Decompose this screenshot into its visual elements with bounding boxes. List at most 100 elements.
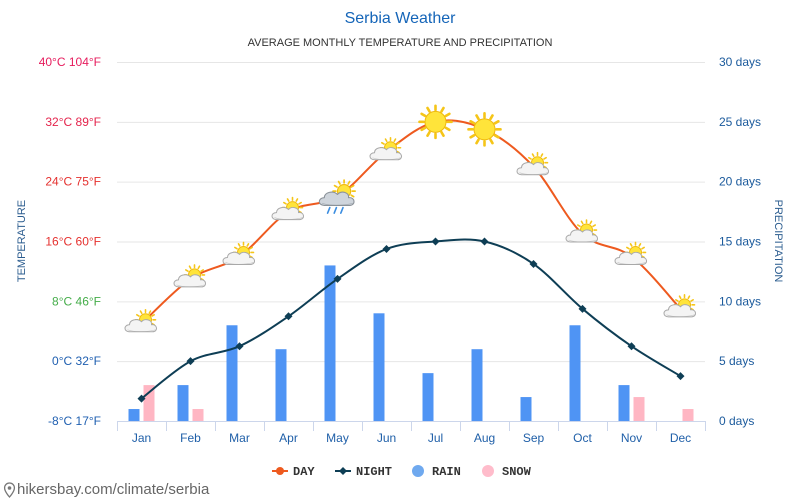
sun-ray [298,201,302,205]
legend-rain-label: RAIN [432,465,461,479]
sun-ray [188,265,192,270]
cloud-shade [274,217,303,220]
sun-ray [200,269,204,272]
sun-ray [638,242,642,247]
sun-ray [577,224,581,228]
sun-ray [295,198,299,202]
sun-ray [543,156,547,160]
partly-cloudy-icon [565,219,598,243]
sun-ray [347,180,351,185]
sun-ray [420,126,427,132]
sun-icon [467,112,502,147]
sun-ray [185,269,189,272]
sun-ray [350,194,355,198]
night-temperature-point [529,259,538,268]
sun-ray [393,138,397,143]
footer-site-link: hikersbay.com/climate/serbia [17,481,210,498]
sun-ray [540,153,544,158]
partly-cloudy-icon [516,151,549,176]
y-left-tick-label: 32°C 89°F [45,115,101,129]
rain-bar [128,409,140,421]
sun-ray [286,198,290,202]
night-temperature-point [333,274,342,283]
night-temperature-point [186,357,195,366]
rain-bar [275,349,287,421]
chart-title: Serbia Weather [345,10,457,27]
cloud-shape [318,191,355,206]
cloud-shade [372,157,401,160]
legend-rain-marker [412,465,424,477]
y-left-tick-label: 0°C 32°F [52,354,101,368]
sun-ray [641,246,645,250]
sun-ray [384,138,388,143]
partly-cloudy-icon [369,136,402,161]
rain-bar [373,313,385,421]
sun-ray [489,138,494,145]
cloud-shade [321,202,353,206]
sun-ray [234,246,238,250]
x-axis-month-label: Dec [670,431,691,445]
legend-snow-marker [482,465,494,477]
rain-drop [333,206,338,214]
footer-watermark: hikersbay.com/climate/serbia [3,481,210,498]
sun-ray [237,242,241,247]
sun-ray [444,126,451,132]
rain-drop [339,206,344,214]
cloud-shade [225,262,254,265]
cloud-shade [176,284,205,288]
rain-bar [422,373,434,421]
y-left-tick-label: -8°C 17°F [48,414,101,428]
cloud-shape [663,304,696,318]
cloud-shade [519,172,548,175]
legend: DAY NIGHT RAIN SNOW [272,465,532,479]
cloud-shape [516,162,549,176]
rain-bar [471,349,483,421]
night-temperature-point [578,304,587,313]
night-temperature-point [431,237,440,246]
sun-ray [592,224,596,228]
precipitation-bars [128,265,694,421]
rain-drop [326,206,331,214]
sun-ray [580,220,584,225]
x-axis-month-label: Mar [229,431,250,445]
night-temperature-point [480,237,489,246]
y-right-tick-label: 30 days [719,55,761,69]
sun-ray [687,295,691,300]
rain-bar [569,325,581,421]
sun-ray [139,310,143,315]
snow-bar [633,397,645,421]
x-axis-month-label: Apr [279,431,298,445]
sun-ray [678,295,682,300]
night-temperature-point [382,244,391,253]
sun-ray [475,138,480,145]
sun-ray [246,242,250,247]
x-axis-month-label: Jul [428,431,443,445]
sun-ray [531,153,535,158]
y-right-tick-label: 0 days [719,414,754,428]
map-pin-icon [3,482,16,498]
axes: 40°C 104°F 32°C 89°F 24°C 75°F 16°C 60°F 8°C… [39,55,761,445]
x-axis-month-label: Feb [180,431,201,445]
rain-cloud-icon [318,179,356,214]
cloud-shade [127,329,156,332]
sun-ray [337,180,341,185]
night-temperature-point [676,372,685,381]
legend-night-label: NIGHT [356,465,392,479]
y-left-tick-label: 8°C 46°F [52,294,101,308]
cloud-shape [565,229,598,243]
x-axis-month-label: Jan [132,431,151,445]
sun-ray [420,112,427,118]
sun-ray [197,265,201,270]
cloud-shape [173,274,206,288]
y-right-tick-label: 25 days [719,115,761,129]
x-axis-month-label: Sep [523,431,545,445]
sun-ray [626,246,630,250]
snow-bar [143,385,155,421]
legend-item-night: NIGHT [335,465,392,479]
y-left-tick-label: 16°C 60°F [45,235,101,249]
cloud-shape [124,319,157,333]
night-temperature-point [627,342,636,351]
sun-ray [440,130,445,137]
sun-ray [528,156,532,160]
